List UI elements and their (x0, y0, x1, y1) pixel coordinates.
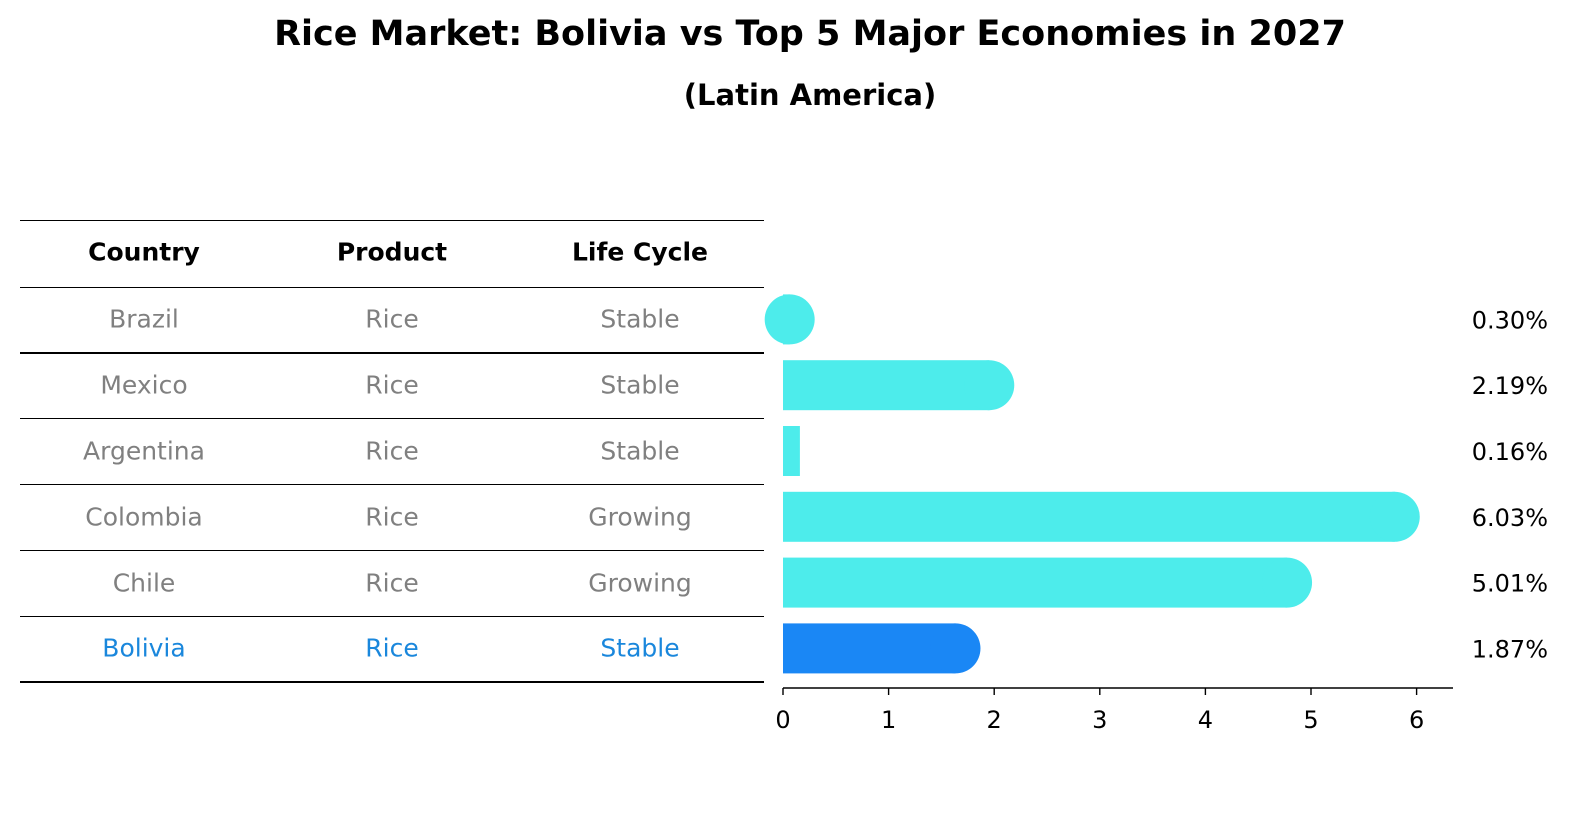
header-country: Country (88, 237, 200, 267)
bar-cap (764, 294, 815, 345)
life-cycle-cell: Growing (588, 568, 692, 598)
bar-body (783, 426, 800, 476)
life-cycle-cell: Stable (600, 304, 680, 334)
bar-value-label: 0.16% (1472, 438, 1548, 466)
table-row-rule (20, 352, 764, 354)
bar-mexico (783, 360, 1015, 411)
bar-value-label: 1.87% (1472, 635, 1548, 663)
bar-bolivia (783, 623, 981, 674)
country-cell: Chile (112, 568, 176, 598)
table-row-rule (20, 549, 764, 552)
bar-value-label: 6.03% (1472, 504, 1548, 532)
bar-value-label: 2.19% (1472, 372, 1548, 400)
bar-argentina (783, 426, 800, 476)
life-cycle-cell: Growing (588, 502, 692, 532)
product-cell: Rice (365, 436, 419, 466)
bar-body (783, 557, 1288, 608)
product-cell: Rice (365, 304, 419, 334)
country-cell: Bolivia (102, 633, 186, 663)
country-cell: Mexico (100, 370, 188, 400)
header-life-cycle: Life Cycle (571, 237, 709, 267)
table-row-rule (20, 418, 764, 420)
bar-colombia (783, 491, 1420, 542)
table-row-rule (20, 681, 764, 683)
bar-body (783, 623, 956, 674)
bar-cap (964, 360, 1015, 411)
table-row-rule (20, 483, 764, 486)
chart-title: Rice Market: Bolivia vs Top 5 Major Econ… (274, 14, 1346, 54)
bar-cap (1262, 557, 1313, 608)
product-cell: Rice (365, 568, 419, 598)
bar-cap (1369, 491, 1420, 542)
country-cell: Argentina (83, 436, 205, 466)
x-tick-label: 6 (1409, 706, 1424, 734)
table-header-rule (20, 286, 764, 288)
header-product: Product (336, 237, 448, 267)
bar-value-label: 5.01% (1472, 570, 1548, 598)
product-cell: Rice (365, 633, 419, 663)
table-top-rule (20, 220, 764, 222)
life-cycle-cell: Stable (600, 436, 680, 466)
product-cell: Rice (365, 502, 419, 532)
bar-chile (783, 557, 1313, 608)
x-tick-label: 4 (1198, 706, 1213, 734)
product-cell: Rice (365, 370, 419, 400)
x-tick-label: 3 (1092, 706, 1107, 734)
country-cell: Brazil (109, 304, 179, 334)
life-cycle-cell: Stable (600, 633, 680, 663)
x-tick-label: 5 (1303, 706, 1318, 734)
bar-brazil (764, 294, 815, 345)
bar-body (783, 491, 1395, 542)
country-cell: Colombia (85, 502, 203, 532)
x-tick-label: 1 (881, 706, 896, 734)
table-row-rule (20, 615, 764, 617)
chart-subtitle: (Latin America) (683, 78, 937, 112)
life-cycle-cell: Stable (600, 370, 680, 400)
bar-body (783, 360, 990, 411)
x-tick-label: 0 (775, 706, 790, 734)
bar-value-label: 0.30% (1472, 306, 1548, 334)
bar-cap (930, 623, 981, 674)
x-tick-label: 2 (987, 706, 1002, 734)
